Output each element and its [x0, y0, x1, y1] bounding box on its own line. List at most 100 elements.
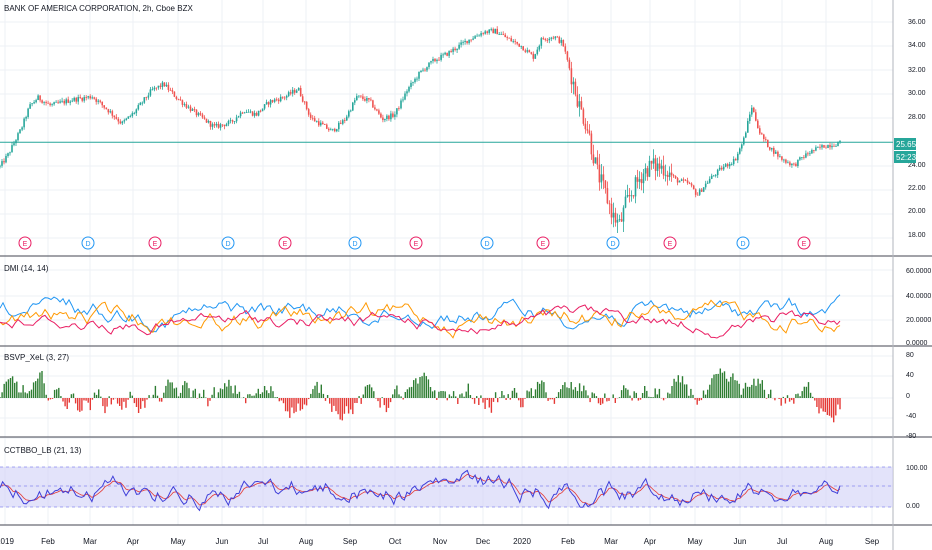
price-candle-body — [761, 133, 763, 135]
price-candle-body — [839, 140, 841, 143]
price-candle-body — [382, 117, 384, 120]
time-axis[interactable]: 2019 Feb Mar Apr May Jun Jul Aug Sep Oct Nov Dec 202… — [0, 537, 880, 546]
price-candle-body — [153, 87, 156, 90]
price-candle-body — [201, 114, 204, 118]
price-tick-label: 22.00 — [908, 185, 926, 192]
price-candle-body — [129, 116, 132, 117]
price-candle-body — [544, 39, 547, 40]
price-candle-body — [167, 84, 170, 90]
event-marker-label: D — [484, 241, 489, 248]
time-tick-label: Jul — [258, 537, 268, 546]
price-candle-body — [326, 124, 328, 129]
price-candle-body — [554, 36, 557, 39]
price-candle-body — [39, 95, 41, 101]
price-candle-body — [771, 148, 773, 150]
price-candle-body — [229, 120, 232, 121]
price-candle-body — [23, 118, 25, 128]
price-candle-body — [318, 121, 320, 126]
price-candle-body — [332, 128, 334, 130]
price-candle-body — [115, 117, 118, 119]
price-candle-body — [53, 102, 55, 105]
price-candle-body — [757, 120, 759, 129]
price-candle-body — [47, 102, 49, 104]
price-candle-body — [634, 177, 637, 197]
price-candle-body — [590, 133, 593, 155]
price-candle-body — [145, 97, 148, 98]
price-candle-body — [340, 122, 342, 124]
price-candle-body — [392, 113, 394, 117]
time-tick-label: Apr — [127, 537, 140, 546]
price-candle-body — [396, 108, 398, 115]
price-candle-body — [594, 157, 597, 164]
event-marker-label: E — [541, 241, 546, 248]
event-marker-earnings — [409, 236, 423, 250]
price-candle-body — [380, 113, 382, 118]
price-candle-body — [728, 164, 731, 167]
price-candle-body — [514, 41, 516, 42]
time-tick-label: Aug — [299, 537, 313, 546]
price-tick-label: 32.00 — [908, 67, 926, 74]
event-marker-earnings — [18, 236, 32, 250]
price-candle-body — [255, 113, 258, 116]
price-candle-body — [769, 147, 771, 150]
price-candle-body — [185, 104, 188, 108]
cct-band — [0, 467, 893, 507]
price-candle-body — [187, 106, 190, 108]
dmi-pane[interactable]: DMI (14, 14) 60.0000 40.0000 20.0000 0.0… — [0, 264, 931, 347]
price-candle-body — [528, 50, 531, 53]
cct-lines — [0, 466, 893, 512]
price-candle-body — [83, 97, 85, 101]
price-candle-body — [737, 153, 739, 161]
price-candle-body — [690, 183, 693, 186]
price-candle-body — [831, 145, 833, 148]
price-candle-body — [654, 158, 657, 171]
price-candle-body — [374, 107, 376, 110]
price-candle-body — [223, 124, 226, 127]
main-pane[interactable]: BANK OF AMERICA CORPORATION, 2h, Cboe BZ… — [0, 4, 893, 250]
countdown-badge — [894, 151, 916, 163]
bsvp-pane[interactable]: BSVP_XeL (3, 27) 80 40 0 -40 -80 — [0, 352, 916, 440]
cct-pane[interactable]: CCTBBO_LB (21, 13) 100.00 0.00 — [0, 446, 928, 512]
price-candle-body — [426, 67, 428, 71]
price-candle-body — [362, 96, 364, 99]
price-candle-body — [3, 161, 5, 163]
price-candle-body — [724, 164, 727, 167]
price-candle-body — [267, 102, 270, 105]
price-candle-body — [406, 91, 408, 94]
price-candle-body — [628, 195, 631, 197]
price-candle-body — [550, 37, 553, 39]
event-marker-label: E — [283, 241, 288, 248]
price-tick-label: 20.00 — [908, 208, 926, 215]
price-candle-body — [791, 163, 793, 166]
price-candle-body — [75, 97, 77, 102]
price-axis[interactable]: 36.00 34.00 32.00 30.00 28.00 24.00 22.0… — [894, 19, 926, 239]
price-candle-body — [751, 107, 753, 115]
price-candle-body — [486, 31, 488, 33]
price-candle-body — [368, 98, 370, 100]
price-candle-body — [59, 101, 61, 103]
price-candle-body — [588, 130, 591, 134]
price-candle-body — [97, 100, 99, 102]
price-candle-body — [61, 100, 63, 102]
price-candle-body — [704, 183, 707, 188]
dmi-minus-line — [0, 299, 841, 339]
price-candle-body — [454, 48, 456, 50]
price-candle-body — [303, 101, 306, 103]
price-candle-body — [765, 139, 767, 140]
price-candle-body — [558, 37, 561, 43]
price-candle-body — [41, 100, 43, 103]
price-candle-body — [63, 100, 65, 104]
dmi-plus-line — [0, 294, 841, 333]
price-candle-body — [11, 145, 13, 153]
price-candle-body — [197, 113, 200, 116]
price-candle-body — [498, 34, 500, 35]
price-candle-body — [77, 97, 79, 102]
price-candle-body — [825, 147, 827, 149]
time-tick-label: Jun — [216, 537, 229, 546]
price-candle-body — [398, 108, 400, 109]
price-candle-body — [247, 111, 250, 113]
time-tick-label: Mar — [604, 537, 618, 546]
price-candle-body — [568, 59, 571, 69]
price-candle-body — [49, 103, 51, 106]
